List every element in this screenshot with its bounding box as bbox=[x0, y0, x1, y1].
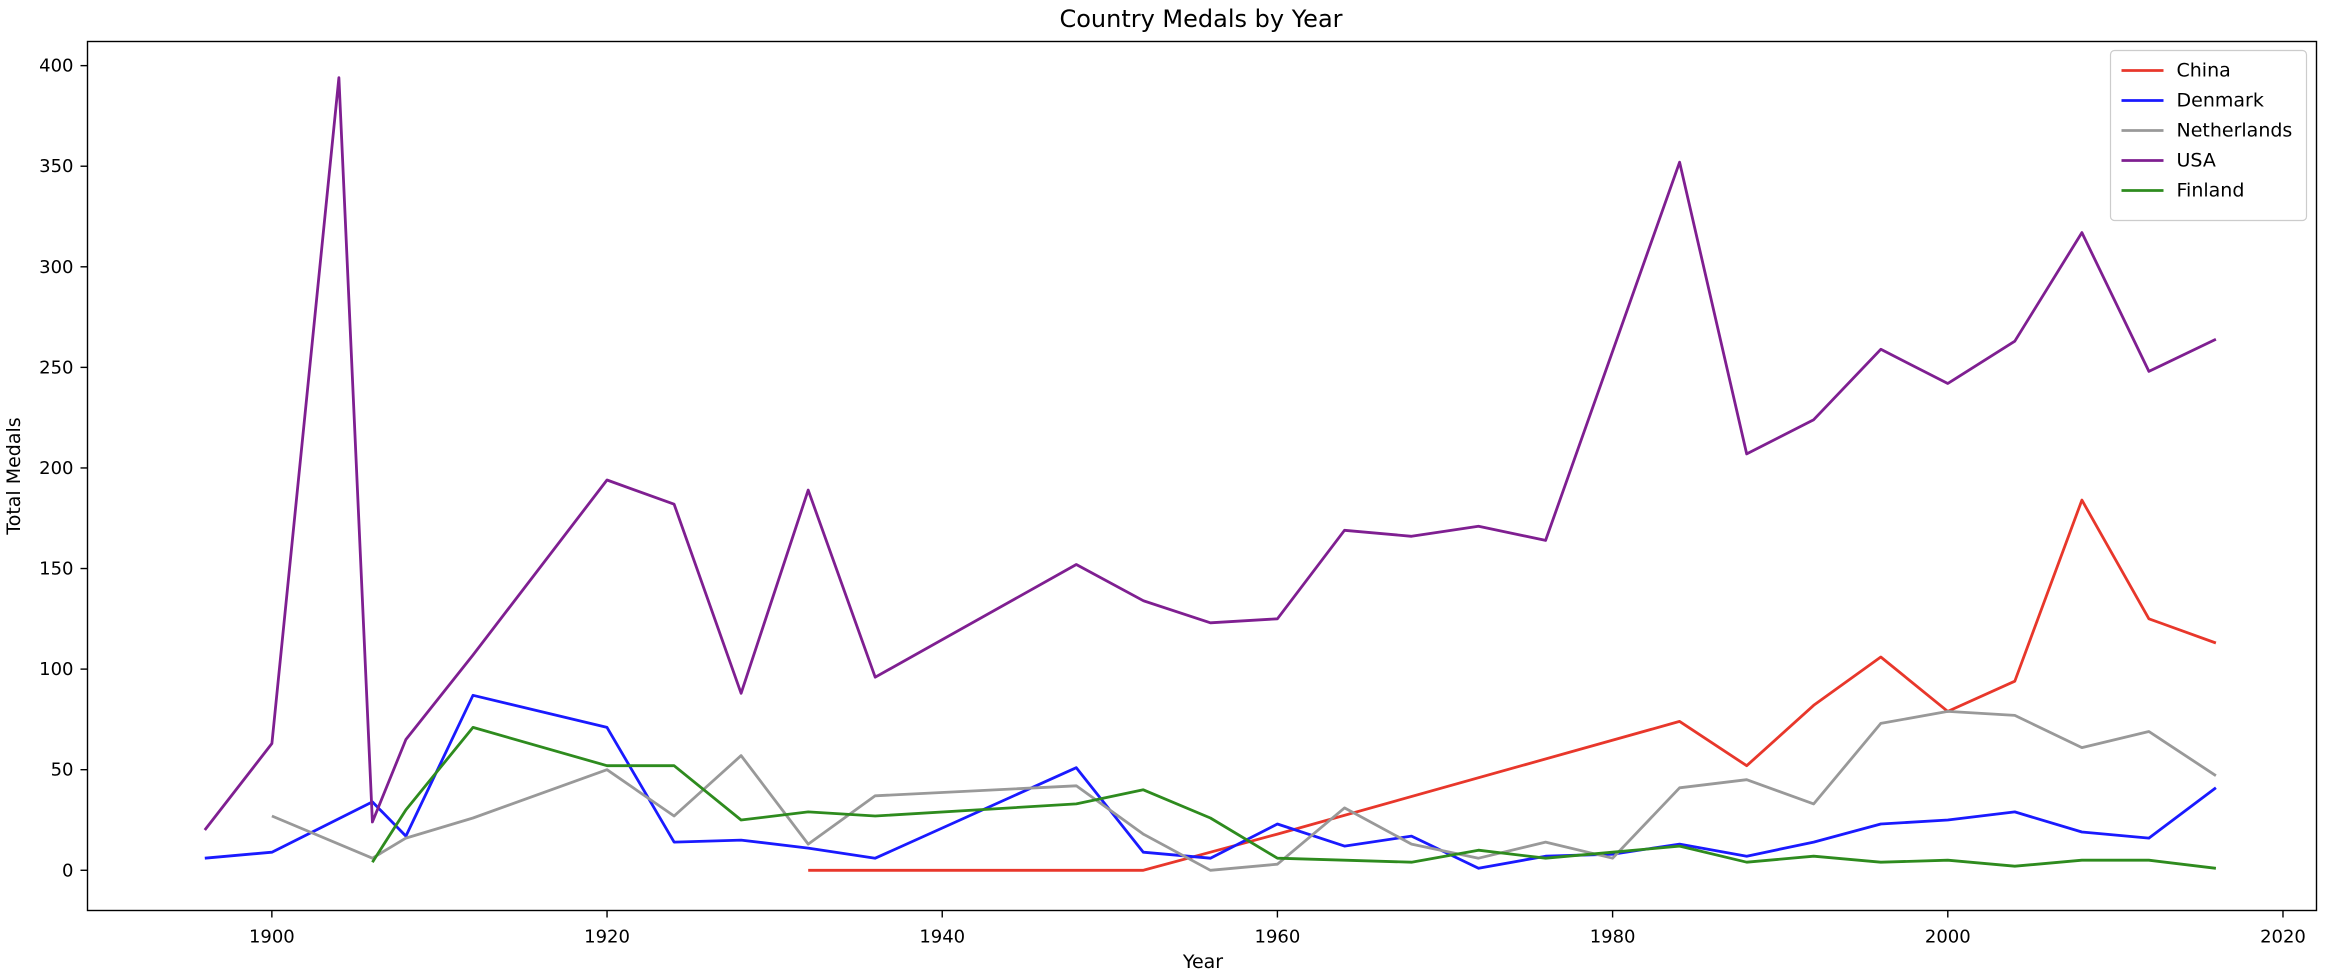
x-tick-label: 1940 bbox=[919, 927, 965, 948]
y-tick-label: 150 bbox=[39, 559, 73, 580]
y-tick-label: 200 bbox=[39, 458, 73, 479]
series-line-netherlands bbox=[271, 710, 2217, 872]
x-axis: 1900 1920 1940 1960 1980 2000 2020 bbox=[249, 910, 2306, 948]
x-tick-label: 1920 bbox=[584, 927, 630, 948]
x-tick-label: 2020 bbox=[2260, 927, 2306, 948]
legend: China Denmark Netherlands USA Finland bbox=[2109, 49, 2308, 222]
y-tick-label: 400 bbox=[39, 56, 73, 77]
series-line-finland bbox=[371, 726, 2217, 870]
y-tick-label: 300 bbox=[39, 257, 73, 278]
legend-label: Denmark bbox=[2177, 90, 2264, 112]
y-tick-label: 100 bbox=[39, 659, 73, 680]
y-tick-label: 250 bbox=[39, 357, 73, 378]
series-line-denmark bbox=[204, 693, 2217, 870]
y-axis: 0 50 100 150 200 250 300 350 400 bbox=[39, 56, 88, 881]
series-line-usa bbox=[203, 76, 2217, 831]
y-axis-title: Total Medals bbox=[3, 417, 25, 535]
x-tick-label: 2000 bbox=[1925, 927, 1971, 948]
legend-label: USA bbox=[2177, 150, 2216, 172]
legend-box bbox=[2109, 49, 2308, 222]
y-tick-label: 0 bbox=[62, 860, 73, 881]
plot-area bbox=[203, 76, 2217, 872]
legend-label: Netherlands bbox=[2177, 120, 2293, 142]
plot-frame bbox=[86, 40, 2318, 912]
x-tick-label: 1900 bbox=[249, 927, 295, 948]
x-axis-title: Year bbox=[1182, 951, 1223, 973]
y-tick-label: 350 bbox=[39, 156, 73, 177]
legend-label: Finland bbox=[2177, 180, 2245, 202]
legend-label: China bbox=[2177, 60, 2231, 82]
chart-title: Country Medals by Year bbox=[1059, 5, 1342, 33]
y-tick-label: 50 bbox=[51, 760, 74, 781]
x-tick-label: 1960 bbox=[1255, 927, 1301, 948]
series-line-china bbox=[808, 498, 2217, 872]
x-tick-label: 1980 bbox=[1590, 927, 1636, 948]
